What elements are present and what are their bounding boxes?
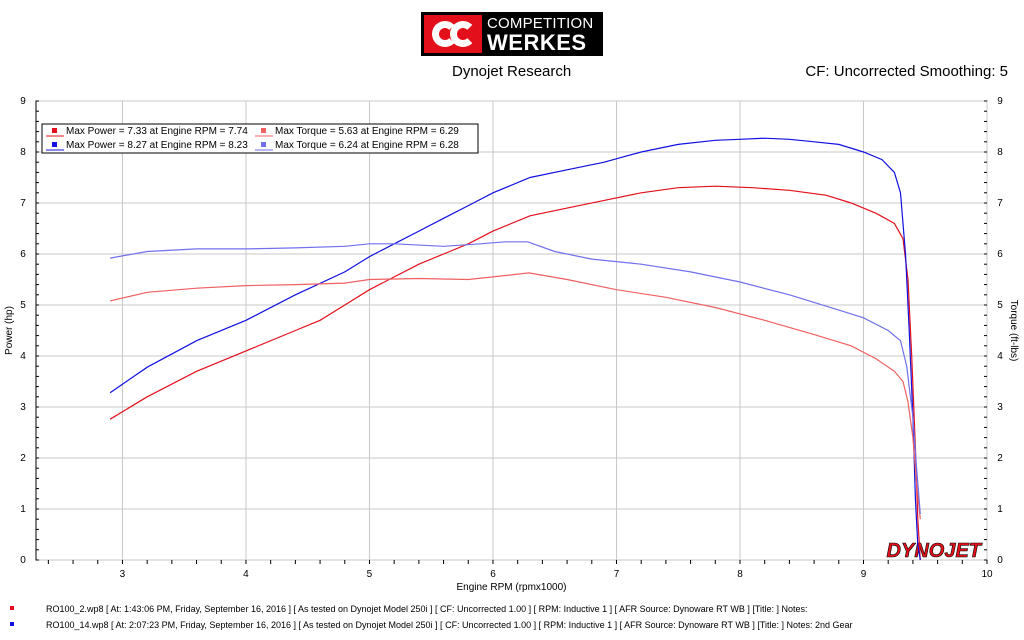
legend-swatch (52, 128, 57, 133)
y-tick-label-right: 8 (997, 147, 1003, 158)
header-correction: CF: Uncorrected Smoothing: 5 (805, 63, 1008, 80)
x-tick-label: 6 (490, 569, 496, 580)
y-tick-label-right: 9 (997, 96, 1003, 107)
y-tick-label-right: 1 (997, 504, 1003, 515)
plot-area (35, 100, 988, 561)
y-tick-label-left: 9 (20, 96, 26, 107)
y-tick-label-right: 7 (997, 198, 1003, 209)
y-tick-label-right: 2 (997, 453, 1003, 464)
logo-mark-icon (424, 15, 482, 53)
legend-swatch (261, 128, 266, 133)
x-tick-label: 10 (981, 569, 993, 580)
brand-logo: COMPETITION WERKES (421, 12, 603, 56)
y-tick-label-left: 4 (20, 351, 26, 362)
legend-label: Max Power = 8.27 at Engine RPM = 8.23 (66, 140, 248, 151)
series-line-4 (109, 241, 921, 515)
header-title: Dynojet Research (452, 63, 572, 80)
x-tick-label: 4 (243, 569, 249, 580)
footer-run-2-swatch (10, 622, 14, 626)
series-line-2 (109, 137, 921, 561)
legend-swatch (52, 142, 57, 147)
y-tick-label-right: 6 (997, 249, 1003, 260)
logo-line2: WERKES (487, 30, 587, 55)
y-tick-label-left: 0 (20, 555, 26, 566)
x-tick-label: 3 (120, 569, 126, 580)
footer-run-1-swatch (10, 606, 14, 610)
y-tick-label-left: 3 (20, 402, 26, 413)
legend-swatch (261, 142, 266, 147)
series-line-1 (109, 185, 921, 561)
y-tick-label-left: 7 (20, 198, 26, 209)
legend-label: Max Torque = 5.63 at Engine RPM = 6.29 (275, 126, 459, 137)
y-tick-label-left: 6 (20, 249, 26, 260)
y-tick-label-right: 0 (997, 555, 1003, 566)
x-tick-label: 8 (737, 569, 743, 580)
footer-run-2-text: RO100_14.wp8 [ At: 2:07:23 PM, Friday, S… (46, 620, 853, 630)
y-axis-label-left: Power (hp) (4, 306, 15, 355)
footer-run-1-text: RO100_2.wp8 [ At: 1:43:06 PM, Friday, Se… (46, 604, 808, 614)
y-tick-label-right: 4 (997, 351, 1003, 362)
x-axis-label: Engine RPM (rpmx1000) (456, 582, 566, 593)
y-tick-label-right: 5 (997, 300, 1003, 311)
y-tick-label-left: 2 (20, 453, 26, 464)
x-tick-label: 5 (367, 569, 373, 580)
y-tick-label-left: 1 (20, 504, 26, 515)
legend-label: Max Power = 7.33 at Engine RPM = 7.74 (66, 126, 248, 137)
y-axis-label-right: Torque (ft-lbs) (1008, 300, 1019, 362)
y-tick-label-right: 3 (997, 402, 1003, 413)
legend-label: Max Torque = 6.24 at Engine RPM = 6.28 (275, 140, 459, 151)
series-line-3 (109, 272, 921, 520)
x-tick-label: 7 (614, 569, 620, 580)
dynojet-watermark: DYNOJET (887, 540, 983, 562)
logo-line1: COMPETITION (487, 15, 594, 32)
x-tick-label: 9 (861, 569, 867, 580)
legend-box (41, 123, 479, 154)
y-tick-label-left: 8 (20, 147, 26, 158)
y-tick-label-left: 5 (20, 300, 26, 311)
